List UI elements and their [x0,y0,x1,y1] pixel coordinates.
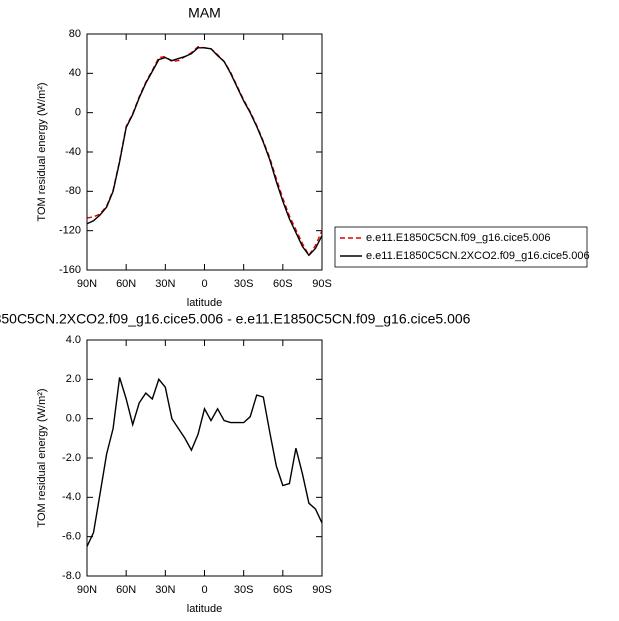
x-tick-label: 30S [234,584,254,596]
chart-title: MAM [188,5,221,21]
y-tick-label: 0.0 [66,413,81,425]
x-tick-label: 90S [312,278,332,290]
series-line [86,47,323,257]
x-tick-label: 30N [155,278,175,290]
y-tick-label: 4.0 [66,334,81,346]
y-tick-label: -6.0 [62,531,81,543]
x-tick-label: 60S [273,278,293,290]
y-tick-label: -4.0 [62,491,81,503]
y-tick-label: -8.0 [62,570,81,582]
y-tick-label: -40 [65,146,81,158]
x-tick-label: 60N [116,278,136,290]
y-tick-label: -2.0 [62,452,81,464]
x-axis-label: latitude [187,603,222,615]
plot-frame [86,339,323,577]
y-tick-label: -80 [65,185,81,197]
x-tick-label: 90S [312,584,332,596]
x-tick-label: 0 [201,278,207,290]
x-tick-label: 60S [273,584,293,596]
series-line [86,377,323,547]
chart-title: e.e11.E1850C5CN.2XCO2.f09_g16.cice5.006 … [0,311,471,327]
x-tick-label: 0 [201,584,207,596]
y-axis-label: TOM residual energy (W/m²) [36,82,48,221]
y-tick-label: -160 [59,264,81,276]
y-tick-label: 40 [69,67,81,79]
y-tick-label: 2.0 [66,373,81,385]
x-axis-label: latitude [187,297,222,309]
y-tick-label: 80 [69,28,81,40]
y-tick-label: 0 [75,107,81,119]
legend-box [334,226,588,268]
x-tick-label: 30S [234,278,254,290]
legend-label: e.e11.E1850C5CN.f09_g16.cice5.006 [366,232,551,244]
legend-label: e.e11.E1850C5CN.2XCO2.f09_g16.cice5.006 [366,250,590,262]
x-tick-label: 90N [77,278,97,290]
x-tick-label: 90N [77,584,97,596]
x-tick-label: 30N [155,584,175,596]
x-tick-label: 60N [116,584,136,596]
y-axis-label: TOM residual energy (W/m²) [36,388,48,527]
plot-frame [86,33,323,271]
y-tick-label: -120 [59,225,81,237]
